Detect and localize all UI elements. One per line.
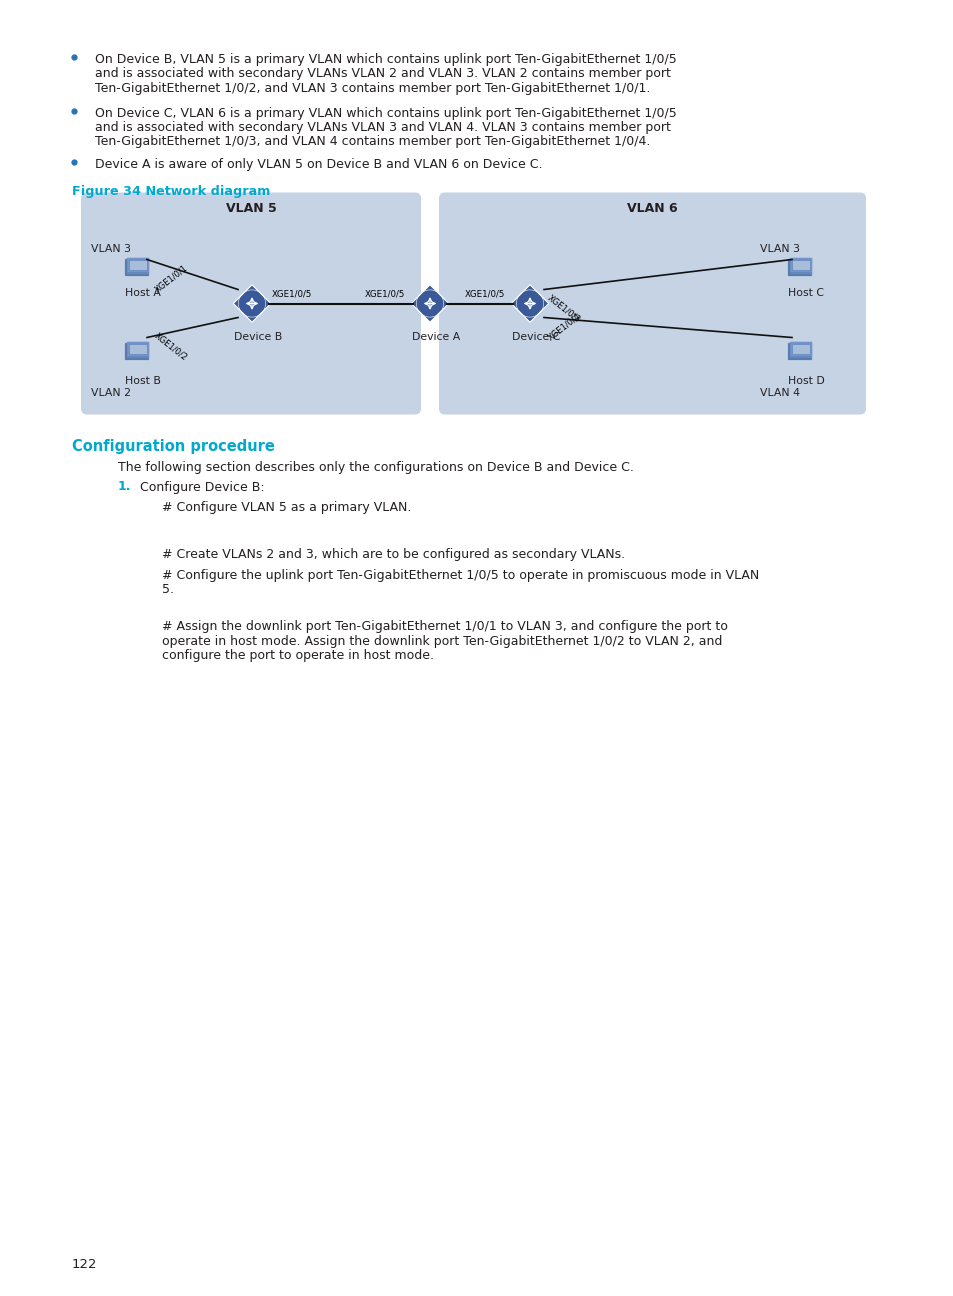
Text: and is associated with secondary VLANs VLAN 2 and VLAN 3. VLAN 2 contains member: and is associated with secondary VLANs V… <box>95 67 670 80</box>
Text: Configure Device B:: Configure Device B: <box>140 481 264 494</box>
Text: 1.: 1. <box>118 481 132 494</box>
Text: Host C: Host C <box>787 288 823 298</box>
FancyBboxPatch shape <box>787 259 811 276</box>
Text: XGE1/0/3: XGE1/0/3 <box>545 293 581 325</box>
Text: operate in host mode. Assign the downlink port Ten-GigabitEthernet 1/0/2 to VLAN: operate in host mode. Assign the downlin… <box>162 635 721 648</box>
Text: Ten-GigabitEthernet 1/0/2, and VLAN 3 contains member port Ten-GigabitEthernet 1: Ten-GigabitEthernet 1/0/2, and VLAN 3 co… <box>95 82 650 95</box>
Text: and is associated with secondary VLANs VLAN 3 and VLAN 4. VLAN 3 contains member: and is associated with secondary VLANs V… <box>95 121 670 133</box>
FancyBboxPatch shape <box>438 193 865 415</box>
Text: XGE1/0/5: XGE1/0/5 <box>365 289 405 298</box>
Text: VLAN 6: VLAN 6 <box>626 202 677 215</box>
FancyBboxPatch shape <box>793 345 809 354</box>
Text: Host A: Host A <box>125 288 161 298</box>
Text: Figure 34 Network diagram: Figure 34 Network diagram <box>71 184 270 197</box>
Text: XGE1/0/5: XGE1/0/5 <box>272 289 312 298</box>
FancyBboxPatch shape <box>127 342 149 358</box>
FancyBboxPatch shape <box>128 342 149 355</box>
FancyBboxPatch shape <box>127 258 149 273</box>
FancyBboxPatch shape <box>793 260 809 271</box>
Text: VLAN 2: VLAN 2 <box>91 388 131 398</box>
Text: Device C: Device C <box>512 332 559 342</box>
Text: VLAN 3: VLAN 3 <box>91 244 131 254</box>
FancyBboxPatch shape <box>128 258 149 271</box>
Polygon shape <box>511 285 548 323</box>
Text: Ten-GigabitEthernet 1/0/3, and VLAN 4 contains member port Ten-GigabitEthernet 1: Ten-GigabitEthernet 1/0/3, and VLAN 4 co… <box>95 136 650 149</box>
FancyBboxPatch shape <box>125 259 149 276</box>
Text: On Device B, VLAN 5 is a primary VLAN which contains uplink port Ten-GigabitEthe: On Device B, VLAN 5 is a primary VLAN wh… <box>95 53 676 66</box>
Text: Host B: Host B <box>125 376 161 385</box>
FancyBboxPatch shape <box>790 342 811 355</box>
Text: # Configure VLAN 5 as a primary VLAN.: # Configure VLAN 5 as a primary VLAN. <box>162 500 411 513</box>
Text: Host D: Host D <box>787 376 824 385</box>
Polygon shape <box>233 285 271 323</box>
FancyBboxPatch shape <box>131 345 147 354</box>
Text: XGE1/0/1: XGE1/0/1 <box>152 263 189 294</box>
FancyBboxPatch shape <box>81 193 420 415</box>
Text: The following section describes only the configurations on Device B and Device C: The following section describes only the… <box>118 460 633 473</box>
FancyBboxPatch shape <box>790 258 811 271</box>
Text: # Create VLANs 2 and 3, which are to be configured as secondary VLANs.: # Create VLANs 2 and 3, which are to be … <box>162 548 624 561</box>
Text: 122: 122 <box>71 1258 97 1271</box>
Text: XGE1/0/2: XGE1/0/2 <box>152 332 189 363</box>
Text: 5.: 5. <box>162 583 173 596</box>
Text: XGE1/0/5: XGE1/0/5 <box>464 289 505 298</box>
Text: XGE1/0/4: XGE1/0/4 <box>545 311 581 342</box>
FancyBboxPatch shape <box>131 260 147 271</box>
FancyBboxPatch shape <box>789 258 811 273</box>
Text: # Configure the uplink port Ten-GigabitEthernet 1/0/5 to operate in promiscuous : # Configure the uplink port Ten-GigabitE… <box>162 569 759 582</box>
Polygon shape <box>411 285 448 323</box>
Text: On Device C, VLAN 6 is a primary VLAN which contains uplink port Ten-GigabitEthe: On Device C, VLAN 6 is a primary VLAN wh… <box>95 106 676 119</box>
FancyBboxPatch shape <box>125 342 149 360</box>
FancyBboxPatch shape <box>789 342 811 358</box>
Text: VLAN 5: VLAN 5 <box>226 202 276 215</box>
FancyBboxPatch shape <box>787 342 811 360</box>
Text: VLAN 3: VLAN 3 <box>760 244 800 254</box>
Text: Device A is aware of only VLAN 5 on Device B and VLAN 6 on Device C.: Device A is aware of only VLAN 5 on Devi… <box>95 158 542 171</box>
Text: Device B: Device B <box>233 332 282 342</box>
Text: Configuration procedure: Configuration procedure <box>71 438 274 454</box>
Text: VLAN 4: VLAN 4 <box>760 388 800 398</box>
Text: # Assign the downlink port Ten-GigabitEthernet 1/0/1 to VLAN 3, and configure th: # Assign the downlink port Ten-GigabitEt… <box>162 619 727 632</box>
Text: configure the port to operate in host mode.: configure the port to operate in host mo… <box>162 649 434 662</box>
Text: Device A: Device A <box>412 332 459 342</box>
